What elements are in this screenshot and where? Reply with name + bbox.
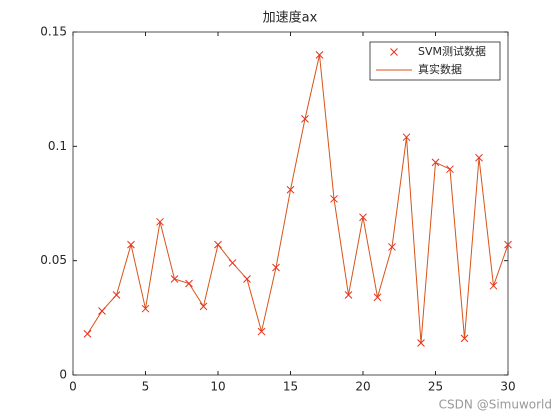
data-marker	[359, 213, 367, 222]
plot-area	[72, 31, 509, 376]
legend-swatch	[390, 48, 398, 56]
legend-label: 真实数据	[418, 62, 462, 76]
data-marker	[504, 240, 512, 249]
legend-label: SVM测试数据	[418, 44, 486, 58]
y-tick-label: 0.05	[40, 253, 67, 267]
data-marker	[388, 243, 396, 251]
x-tick-label: 25	[428, 380, 443, 394]
data-line	[87, 54, 509, 344]
data-marker	[170, 275, 179, 283]
y-tick-label: 0	[59, 368, 67, 382]
x-tick-label: 0	[69, 380, 77, 394]
data-marker	[475, 153, 483, 162]
data-marker	[228, 259, 237, 267]
x-tick-label: 15	[283, 380, 298, 394]
x-tick-label: 20	[355, 380, 370, 394]
data-marker	[83, 329, 92, 338]
data-marker	[112, 291, 121, 299]
watermark: CSDN @Simuworld	[439, 398, 552, 412]
data-marker	[489, 281, 498, 290]
data-marker	[417, 339, 425, 347]
legend-box	[369, 41, 501, 81]
data-marker	[156, 217, 164, 226]
y-tick-label: 0.15	[40, 25, 67, 39]
y-tick-label: 0.1	[48, 139, 67, 153]
data-marker	[315, 51, 324, 59]
data-marker	[214, 240, 222, 249]
data-marker	[185, 279, 193, 288]
data-marker	[127, 240, 135, 249]
data-marker	[330, 195, 338, 203]
data-marker	[243, 275, 251, 283]
data-marker	[141, 304, 150, 313]
chart-title: 加速度ax	[263, 10, 318, 26]
data-marker	[460, 334, 469, 343]
data-marker	[402, 133, 411, 142]
data-marker	[373, 293, 382, 302]
data-marker	[431, 158, 440, 167]
data-marker	[98, 307, 106, 315]
data-marker	[301, 115, 309, 123]
data-marker	[257, 327, 266, 336]
data-marker	[199, 302, 208, 311]
data-marker	[286, 185, 295, 194]
data-marker	[344, 291, 353, 299]
x-tick-label: 10	[210, 380, 225, 394]
data-marker	[446, 165, 454, 174]
x-tick-label: 5	[142, 380, 150, 394]
data-marker	[272, 263, 280, 272]
x-tick-label: 30	[500, 380, 515, 394]
